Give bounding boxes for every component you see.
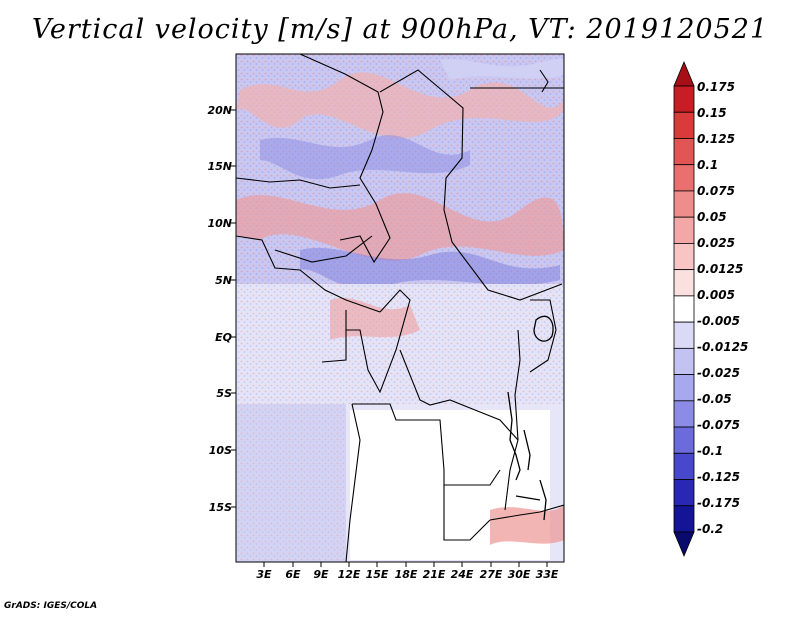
colorbar-label: -0.005 [697,314,740,328]
lat-label-20N: 20N [207,104,232,117]
colorbar-label: 0.175 [697,80,735,94]
lon-label-12E: 12E [337,568,361,581]
lon-label-9E: 9E [313,568,329,581]
colorbar-band [673,452,695,480]
colorbar-band [673,374,695,402]
colorbar-label: 0.05 [697,210,727,224]
colorbar-band [673,347,695,375]
plot-title: Vertical velocity [m/s] at 900hPa, VT: 2… [31,14,769,45]
colorbar-band [673,269,695,297]
colorbar-label: 0.0125 [697,262,744,276]
lon-label-21E: 21E [422,568,446,581]
lat-label-15N: 15N [207,160,232,173]
lon-label-33E: 33E [535,568,559,581]
colorbar-band [673,505,695,533]
lon-label-30E: 30E [507,568,531,581]
lon-label-6E: 6E [285,568,301,581]
lat-label-15S: 15S [208,501,232,514]
colorbar-label: -0.075 [697,418,740,432]
colorbar-band [673,479,695,507]
colorbar-label: 0.025 [697,236,735,250]
lat-label-5S: 5S [216,387,232,400]
colorbar-label: 0.005 [697,288,735,302]
colorbar-band [673,321,695,349]
colorbar-label: 0.125 [697,132,735,146]
colorbar-label: -0.05 [697,392,732,406]
colorbar-band [673,216,695,244]
colorbar-label: -0.175 [697,496,740,510]
lon-label-3E: 3E [256,568,272,581]
grads-credit: GrADS: IGES/COLA [4,601,98,611]
colorbar-label: 0.1 [697,158,719,172]
velocity-field [236,54,564,562]
map-frame [235,53,565,563]
colorbar-band [673,295,695,323]
colorbar-label: -0.1 [697,444,724,458]
colorbar-band [673,243,695,271]
colorbar [673,60,695,558]
lon-label-24E: 24E [450,568,474,581]
colorbar-bottom-arrow [673,531,695,558]
lat-label-10N: 10N [207,217,232,230]
country-borders [236,54,564,562]
colorbar-label: 0.15 [697,106,727,120]
colorbar-band [673,164,695,192]
lon-label-15E: 15E [365,568,389,581]
colorbar-band [673,426,695,454]
lakes [507,315,554,521]
colorbar-band [673,111,695,139]
lat-label-EQ: EQ [215,331,232,344]
colorbar-label: -0.125 [697,470,740,484]
colorbar-label: -0.0125 [697,340,749,354]
colorbar-band [673,85,695,113]
colorbar-label: 0.075 [697,184,735,198]
colorbar-label: -0.025 [697,366,740,380]
lon-label-18E: 18E [394,568,418,581]
colorbar-band [673,400,695,428]
colorbar-band [673,190,695,218]
lat-label-5N: 5N [215,274,232,287]
colorbar-label: -0.2 [697,522,724,536]
lat-label-10S: 10S [208,444,232,457]
lon-label-27E: 27E [479,568,503,581]
colorbar-top-arrow [673,60,695,87]
colorbar-band [673,138,695,166]
